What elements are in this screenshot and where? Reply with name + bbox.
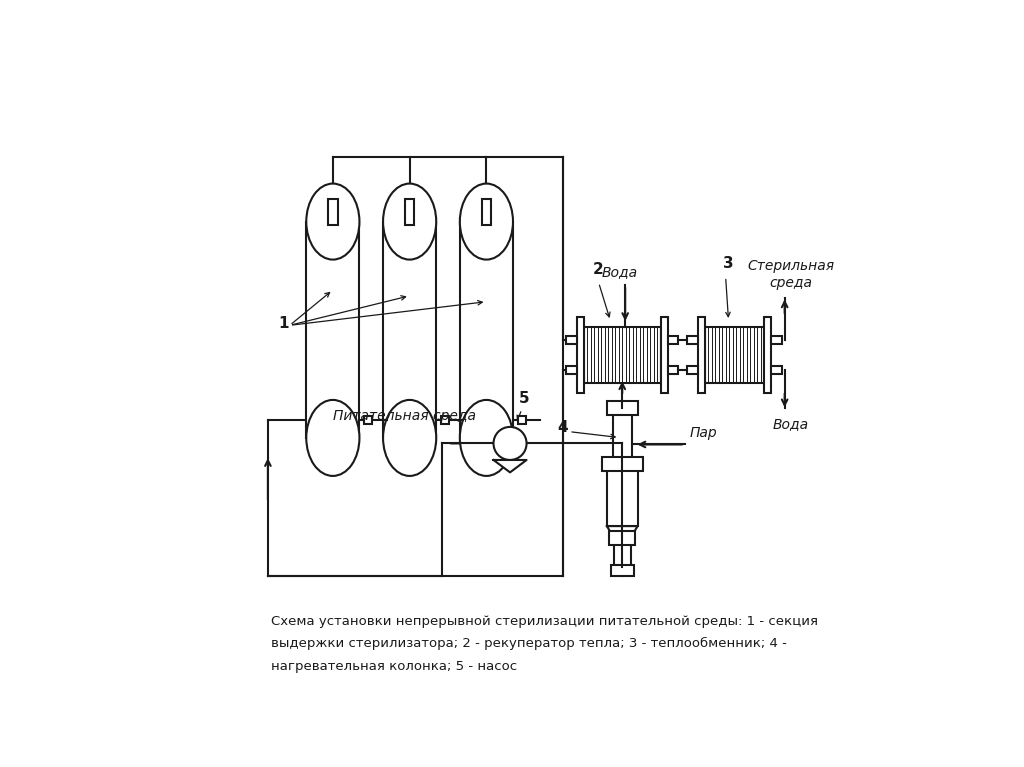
Bar <box>383 222 436 438</box>
Bar <box>441 416 450 424</box>
Text: Вода: Вода <box>601 265 637 279</box>
Bar <box>705 327 764 383</box>
Text: Схема установки непрерывной стерилизации питательной среды: 1 - секция: Схема установки непрерывной стерилизации… <box>270 614 818 627</box>
Bar <box>660 317 668 393</box>
Text: 5: 5 <box>519 391 529 407</box>
Polygon shape <box>494 460 526 472</box>
Bar <box>668 366 678 374</box>
Circle shape <box>494 427 526 460</box>
Bar <box>609 531 635 545</box>
Bar <box>697 317 705 393</box>
Text: 2: 2 <box>593 262 603 277</box>
Bar <box>577 317 584 393</box>
Text: 4: 4 <box>557 420 568 435</box>
Bar <box>687 366 697 374</box>
Text: выдержки стерилизатора; 2 - рекуператор тепла; 3 - теплообменник; 4 -: выдержки стерилизатора; 2 - рекуператор … <box>270 637 786 650</box>
Bar <box>365 416 373 424</box>
Ellipse shape <box>460 183 513 259</box>
Polygon shape <box>607 526 638 538</box>
Bar <box>460 222 513 438</box>
Bar <box>771 366 781 374</box>
Bar <box>328 199 338 225</box>
Text: Вода: Вода <box>772 417 809 431</box>
Ellipse shape <box>383 183 436 259</box>
Text: 1: 1 <box>278 316 289 331</box>
Bar <box>764 317 771 393</box>
Text: Пар: Пар <box>689 426 717 440</box>
Text: Питательная среда: Питательная среда <box>333 409 476 423</box>
Bar <box>566 366 577 374</box>
Ellipse shape <box>306 400 359 476</box>
Bar <box>612 408 632 464</box>
Ellipse shape <box>306 183 359 259</box>
Text: нагревательная колонка; 5 - насос: нагревательная колонка; 5 - насос <box>270 660 517 673</box>
Bar <box>607 464 638 526</box>
Bar <box>601 457 643 471</box>
Ellipse shape <box>460 400 513 476</box>
Bar <box>607 401 638 415</box>
Bar <box>668 336 678 344</box>
Bar <box>584 327 660 383</box>
Bar <box>566 336 577 344</box>
Bar <box>614 538 631 571</box>
Bar <box>518 416 526 424</box>
Text: 3: 3 <box>723 255 733 271</box>
Bar <box>771 336 781 344</box>
Bar <box>404 199 415 225</box>
Bar <box>687 336 697 344</box>
Ellipse shape <box>383 400 436 476</box>
Bar <box>306 222 359 438</box>
Text: Стерильная
среда: Стерильная среда <box>746 259 835 289</box>
Bar <box>610 565 634 576</box>
Bar <box>481 199 492 225</box>
